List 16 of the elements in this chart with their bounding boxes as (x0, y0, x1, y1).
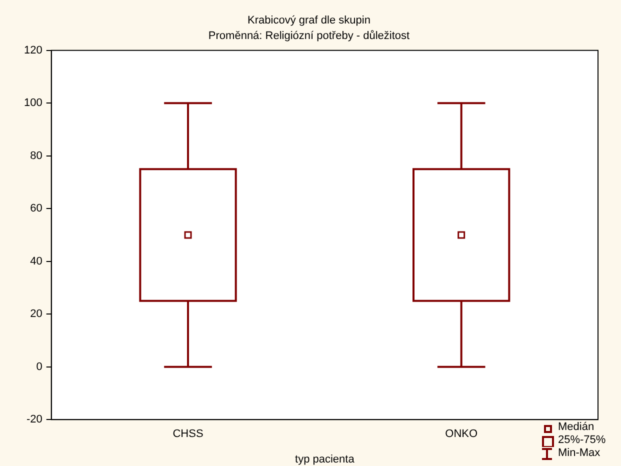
y-tick-label: -20 (26, 414, 42, 426)
text: Medián (558, 421, 594, 434)
chart-subtitle: Proměnná: Religiózní potřeby - důležitost (208, 30, 410, 42)
text: 25%-75% (558, 434, 606, 447)
y-tick-label: 80 (30, 150, 42, 162)
y-tick-label: 0 (36, 360, 42, 373)
x-tick-label: ONKO (445, 428, 478, 440)
x-tick-label: CHSS (172, 428, 204, 440)
y-tick-label: 20 (30, 308, 42, 320)
y-tick-label: 40 (30, 255, 42, 268)
text: Min-Max (558, 447, 600, 460)
chart-title: Krabicový graf dle skupin (248, 14, 370, 27)
y-tick-label: 100 (24, 97, 42, 110)
y-tick-label: 120 (24, 44, 42, 56)
y-tick-label: 60 (30, 202, 42, 215)
x-axis-title: typ pacienta (295, 453, 356, 466)
